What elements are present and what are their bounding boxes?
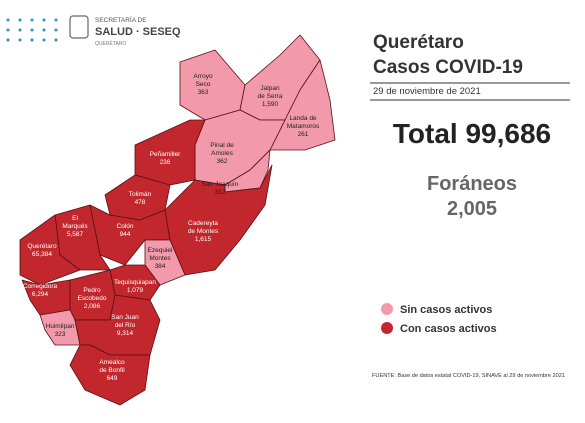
municipality-name: Querétaro <box>27 243 57 250</box>
municipality-name: Matamoros <box>287 123 320 130</box>
logo-dot <box>6 38 10 42</box>
logo-dot <box>6 18 10 22</box>
legend-swatch <box>381 303 393 315</box>
municipality-name: Pedro <box>83 287 101 294</box>
legend-swatch <box>381 322 393 334</box>
municipality-cases: 261 <box>298 131 309 138</box>
logo-dot <box>54 38 58 42</box>
foraneos-value: 2,005 <box>447 198 497 220</box>
org-line: SECRETARÍA DE <box>95 15 147 24</box>
logo-dot <box>42 38 46 42</box>
municipality-name: de Bonfil <box>99 367 125 374</box>
logo-dot <box>18 38 22 42</box>
municipality-name: Colón <box>117 223 134 230</box>
org-line: SALUD · SESEQ <box>95 26 181 38</box>
total: Total 99,686 <box>393 118 551 149</box>
municipality <box>144 239 186 286</box>
municipality-name: de Serra <box>258 93 283 100</box>
logo-dot <box>30 18 34 22</box>
municipality-name: Ezequiel <box>148 247 173 254</box>
municipality <box>164 164 273 276</box>
logo-dot <box>54 18 58 22</box>
municipality-name: Corregidora <box>23 283 58 290</box>
date: 29 de noviembre de 2021 <box>373 86 481 97</box>
municipality-name: Montes <box>149 255 171 262</box>
logo-emblem <box>69 15 89 39</box>
municipality-cases: 944 <box>120 231 131 238</box>
municipality-cases: 1,615 <box>195 236 212 243</box>
municipality-name: Arroyo <box>193 73 213 80</box>
municipality-name: Amealco <box>99 359 125 366</box>
logo-dot <box>54 28 58 32</box>
municipality <box>194 109 286 186</box>
municipality-name: Amoles <box>211 150 233 157</box>
logo-dot <box>30 38 34 42</box>
municipality-name: Marqués <box>62 223 88 230</box>
municipality-name: del Río <box>115 322 136 329</box>
logo-dot <box>42 28 46 32</box>
municipality-name: Tequisquiapan <box>114 279 156 286</box>
subtitle: Casos COVID-19 <box>373 57 523 78</box>
legend-label: Con casos activos <box>400 323 497 335</box>
municipality-name: Seco <box>196 81 211 88</box>
municipality-name: Cadereyta <box>188 220 218 227</box>
municipality-cases: 312 <box>215 189 226 196</box>
logo-dot <box>30 28 34 32</box>
municipality-cases: 649 <box>107 375 118 382</box>
municipality-name: Huimilpan <box>46 323 75 330</box>
source: FUENTE: Base de datos estatal COVID-19, … <box>372 373 565 379</box>
legend: Sin casos activos Con casos activos <box>381 303 497 335</box>
municipality-cases: 65,384 <box>32 251 52 258</box>
municipality-cases: 236 <box>160 159 171 166</box>
logo-dot <box>42 18 46 22</box>
municipality-cases: 384 <box>155 263 166 270</box>
municipality-name: San Juan <box>111 314 139 321</box>
municipality-cases: 478 <box>135 199 146 206</box>
municipality-name: Tolimán <box>129 191 152 198</box>
municipality-name: Escobedo <box>78 295 107 302</box>
municipality-cases: 9,314 <box>117 330 134 337</box>
municipality <box>69 344 151 406</box>
municipality-name: Jalpan <box>260 85 280 92</box>
municipality-name: San Joaquín <box>202 181 239 188</box>
logo-dots <box>6 18 58 42</box>
municipality-cases: 1,590 <box>262 101 279 108</box>
municipality-cases: 5,587 <box>67 231 84 238</box>
municipality-cases: 363 <box>198 89 209 96</box>
logo: SECRETARÍA DE SALUD · SESEQ QUERÉTARO <box>69 15 181 47</box>
municipality-cases: 1,079 <box>127 287 144 294</box>
municipality-name: Pinal de <box>210 142 234 149</box>
foraneos-label: Foráneos <box>427 173 517 195</box>
municipality-cases: 2,086 <box>84 303 101 310</box>
municipality-cases: 6,294 <box>32 291 49 298</box>
logo-dot <box>18 28 22 32</box>
municipality-cases: 362 <box>217 158 228 165</box>
municipality <box>179 49 246 121</box>
logo-dot <box>18 18 22 22</box>
municipality-name: de Montes <box>188 228 219 235</box>
municipality-name: Peñamiller <box>150 151 182 158</box>
org-line: QUERÉTARO <box>95 40 126 47</box>
municipality-name: El <box>72 215 78 222</box>
municipality <box>19 214 81 286</box>
title: Querétaro <box>373 32 464 53</box>
logo-dot <box>6 28 10 32</box>
municipality-cases: 323 <box>55 331 66 338</box>
legend-label: Sin casos activos <box>400 304 492 316</box>
municipality-name: Landa de <box>289 115 316 122</box>
map <box>19 34 336 406</box>
